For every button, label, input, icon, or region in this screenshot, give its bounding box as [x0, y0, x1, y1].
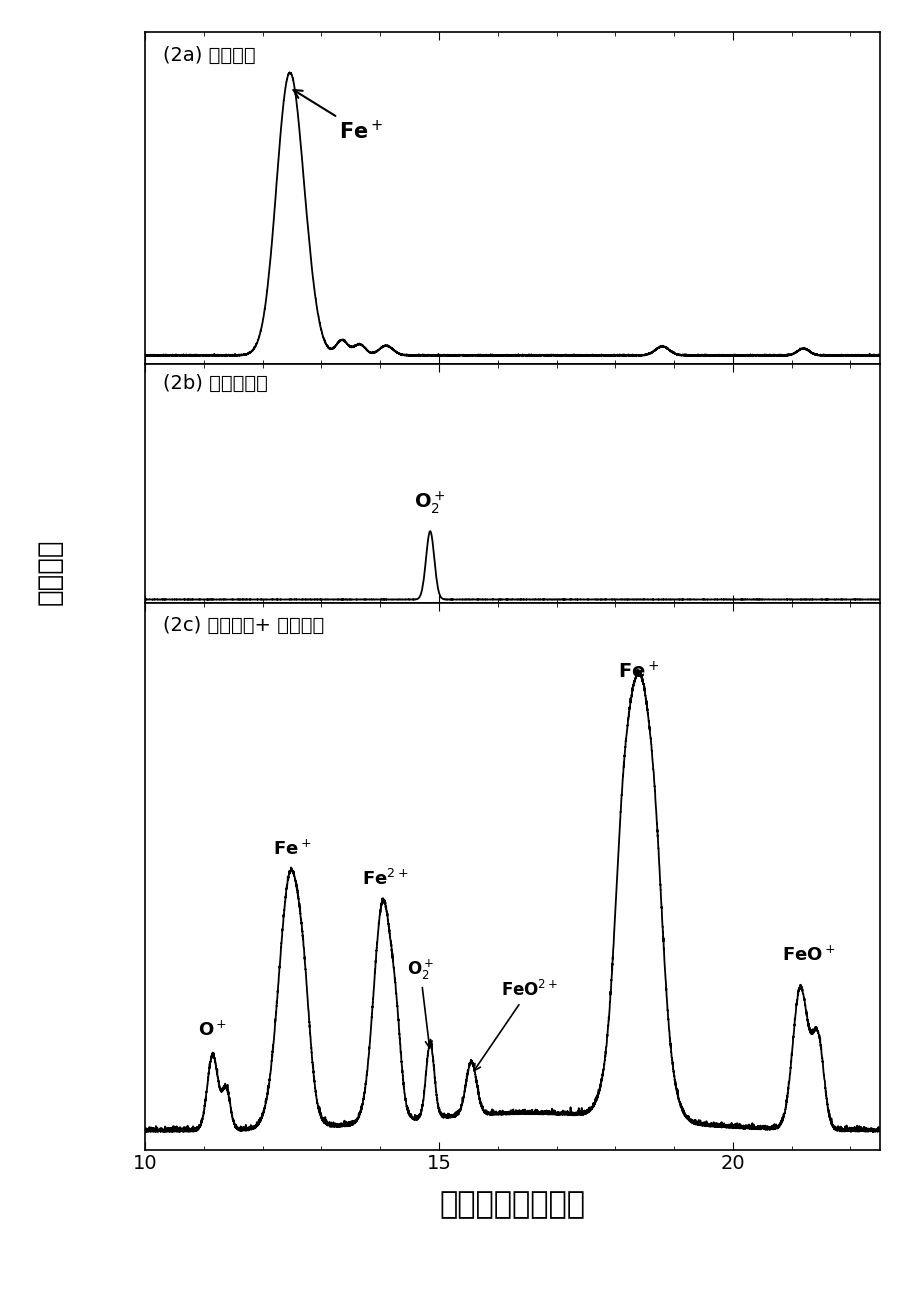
Text: O$^+$: O$^+$ [198, 1020, 228, 1039]
Text: 离子强度: 离子强度 [36, 538, 63, 605]
X-axis label: 飞行时间（微秒）: 飞行时间（微秒） [440, 1190, 585, 1220]
Text: Fe$^{2+}$: Fe$^{2+}$ [362, 869, 408, 890]
Text: (2b) 飞秒秒激光: (2b) 飞秒秒激光 [163, 374, 268, 392]
Text: (2c) 纳秒激光+ 飞秒激光: (2c) 纳秒激光+ 飞秒激光 [163, 616, 325, 635]
Text: FeO$^{2+}$: FeO$^{2+}$ [474, 979, 558, 1070]
Text: FeO$^+$: FeO$^+$ [783, 946, 836, 964]
Text: Fe$^+$: Fe$^+$ [618, 661, 659, 682]
Text: Fe$^+$: Fe$^+$ [294, 90, 383, 143]
Text: O$_2^+$: O$_2^+$ [414, 488, 446, 516]
Text: Fe$^+$: Fe$^+$ [273, 839, 311, 859]
Text: O$_2^+$: O$_2^+$ [406, 957, 434, 1048]
Text: (2a) 纳秒激光: (2a) 纳秒激光 [163, 45, 256, 65]
